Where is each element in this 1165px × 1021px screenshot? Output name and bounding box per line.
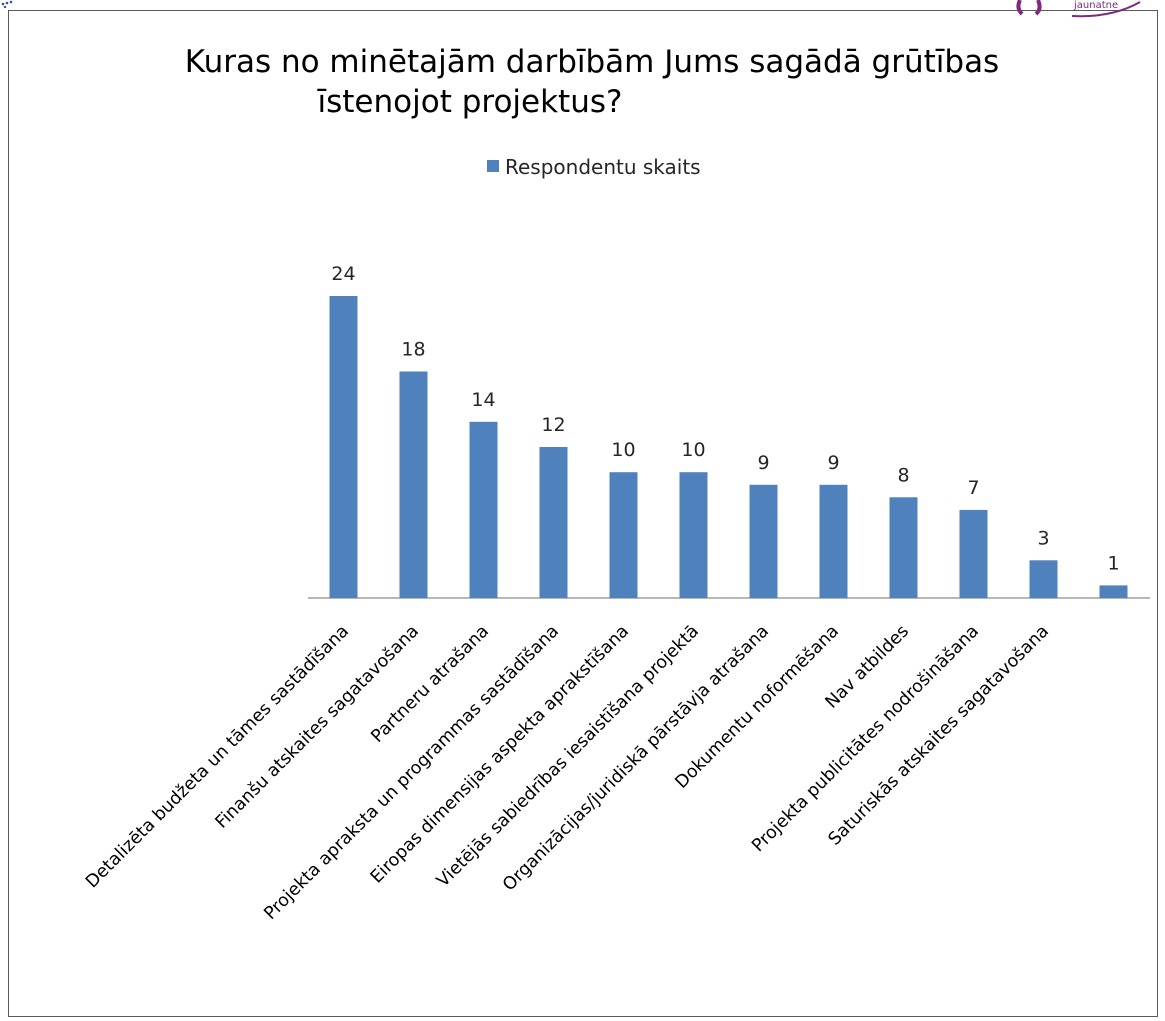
data-label-11: 3 [1037, 527, 1049, 549]
chart-title-line-2: īstenojot projektus? [317, 84, 623, 120]
data-label-8: 9 [827, 452, 839, 474]
data-label-10: 7 [967, 477, 979, 499]
logo-left-icon [1, 0, 13, 9]
category-label-5: Eiropas dimensijas aspekta aprakstīšana [367, 621, 633, 887]
data-label-1: 24 [331, 263, 355, 285]
category-label-6: Vietējās sabiedrības iesaistīšana projek… [433, 621, 703, 891]
chart-title-line-1: Kuras no minētajām darbībām Jums sagādā … [185, 44, 999, 80]
data-label-3: 14 [471, 389, 495, 411]
bar-9 [889, 497, 918, 598]
data-label-6: 10 [681, 439, 705, 461]
category-label-7: Organizācijas/juridiskā pārstāvja atraša… [499, 621, 773, 895]
data-label-9: 8 [897, 464, 909, 486]
data-label-12: 1 [1107, 552, 1119, 574]
bar-5 [609, 472, 638, 598]
bar-3 [469, 421, 498, 598]
category-label-3: Partneru atrašana [368, 621, 493, 746]
bar-8 [819, 484, 848, 599]
bar-10 [959, 509, 988, 598]
chart-title: Kuras no minētajām darbībām Jums sagādā … [185, 44, 999, 120]
data-label-7: 9 [757, 452, 769, 474]
data-label-2: 18 [401, 339, 425, 361]
bar-1 [329, 296, 358, 598]
bar-4 [539, 447, 568, 598]
legend: Respondentu skaits [487, 155, 701, 179]
logo-right-text: jaunatne [1073, 0, 1118, 11]
bar-11 [1029, 560, 1058, 599]
bar-7 [749, 484, 778, 599]
data-label-5: 10 [611, 439, 635, 461]
category-label-1: Detalizēta budžeta un tāmes sastādīšana [82, 621, 353, 892]
legend-label: Respondentu skaits [505, 155, 701, 179]
data-label-4: 12 [541, 414, 565, 436]
bar-6 [679, 472, 708, 598]
legend-swatch [487, 160, 499, 172]
bar-2 [399, 371, 428, 598]
bar-12 [1099, 585, 1128, 598]
logo-right-icon: jaunatne [1016, 0, 1141, 18]
